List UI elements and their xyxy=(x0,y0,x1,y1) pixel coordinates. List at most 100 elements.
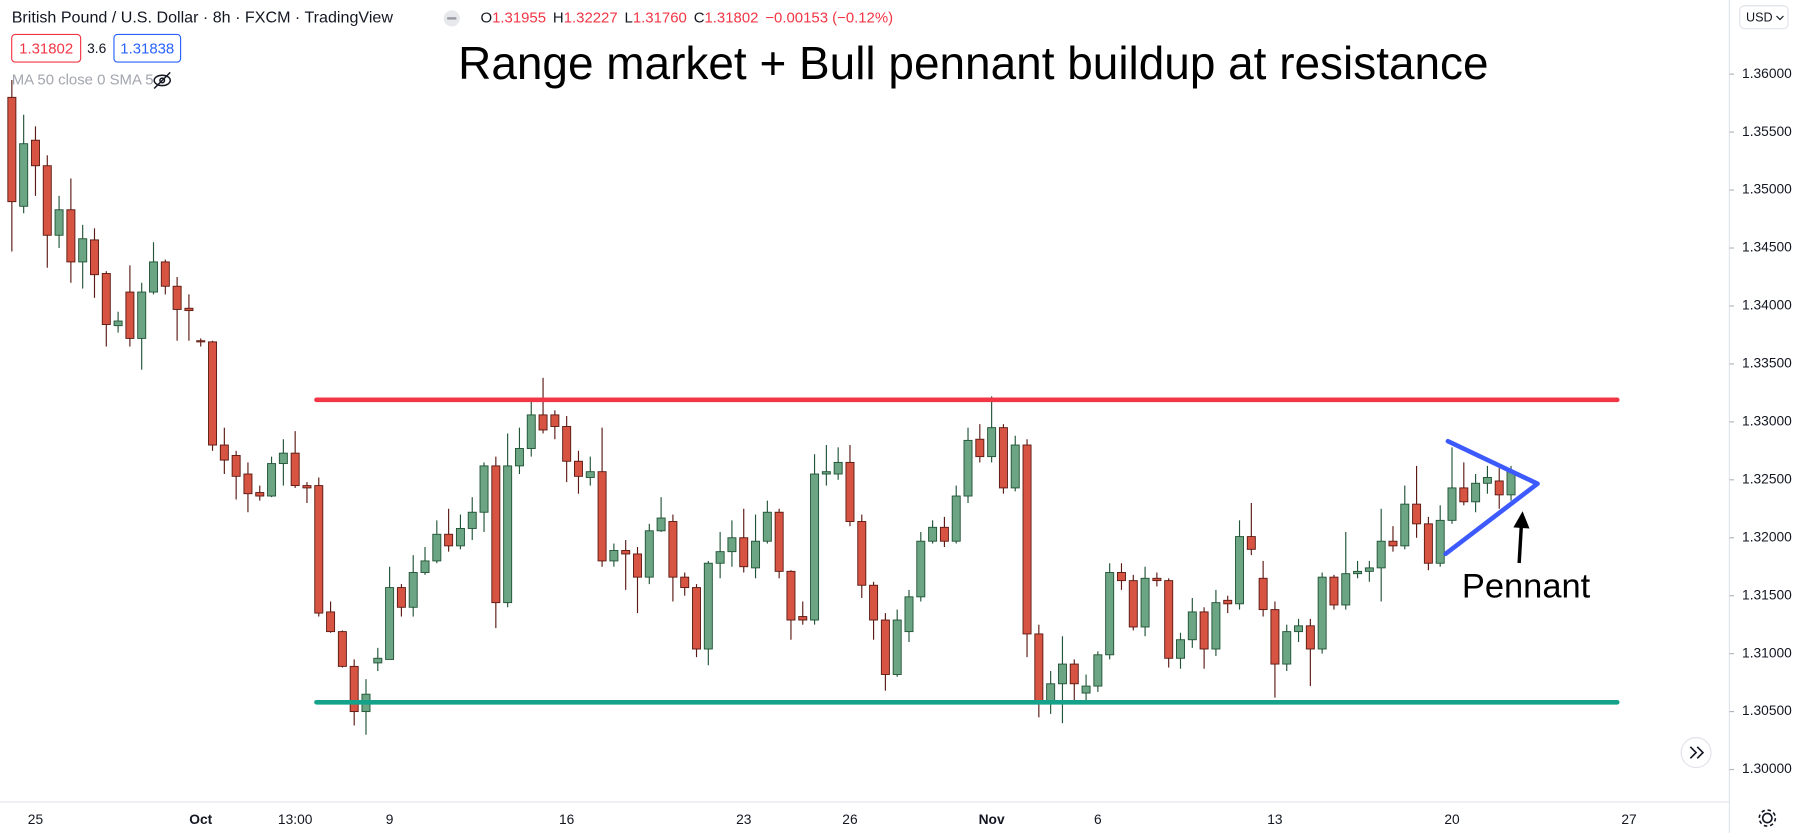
candle-body xyxy=(573,460,583,477)
candle-body xyxy=(644,530,654,578)
candle-body xyxy=(975,438,985,458)
symbol-header: British Pound / U.S. Dollar · 8h · FXCM … xyxy=(12,9,394,27)
y-tick-label: 1.33500 xyxy=(1742,356,1792,371)
candle-body xyxy=(1270,609,1280,665)
candle-body xyxy=(869,584,879,621)
ohlc-value: 1.31955 xyxy=(492,9,546,26)
x-tick-label: 9 xyxy=(386,812,394,827)
ohlc-key: L xyxy=(625,9,633,26)
y-tick-label: 1.32000 xyxy=(1742,529,1792,544)
candle-body xyxy=(455,528,465,547)
y-tick-label: 1.31000 xyxy=(1742,645,1792,660)
pennant-label: Pennant xyxy=(1462,567,1591,605)
candle-body xyxy=(821,471,831,475)
candle-body xyxy=(385,587,395,660)
candle-body xyxy=(1364,567,1374,572)
candle-body xyxy=(1258,577,1268,611)
candle-body xyxy=(538,414,548,431)
candle-body xyxy=(998,427,1008,489)
candle-body xyxy=(1317,576,1327,650)
candle-body xyxy=(444,533,454,547)
candle-body xyxy=(491,465,501,604)
candle-body xyxy=(255,492,265,497)
candle-body xyxy=(845,461,855,522)
candle-body xyxy=(1223,599,1233,605)
ohlc-key: O xyxy=(480,9,492,26)
bid-box[interactable] xyxy=(11,33,82,63)
ohlc-value: 1.31760 xyxy=(633,9,687,26)
candle-body xyxy=(432,533,442,562)
currency-button[interactable] xyxy=(1739,5,1789,30)
candle-body xyxy=(526,414,536,449)
x-tick-label: Nov xyxy=(979,812,1005,827)
y-tick-label: 1.31500 xyxy=(1742,587,1792,602)
candle-body xyxy=(739,537,749,568)
status-dash xyxy=(447,17,457,20)
candle-body xyxy=(798,616,808,621)
candle-body xyxy=(633,553,642,578)
ohlc-legend: O1.31955 H1.32227 L1.31760 C1.31802 −0.00153… xyxy=(480,9,893,26)
candle-body xyxy=(1435,519,1445,564)
candle-body xyxy=(786,570,796,621)
candle-body xyxy=(1176,639,1185,659)
candle-body xyxy=(408,572,418,608)
candle-body xyxy=(963,439,973,497)
y-tick-label: 1.33000 xyxy=(1742,413,1792,428)
candle-body xyxy=(337,631,347,667)
candle-body xyxy=(302,485,312,489)
candle-body xyxy=(66,209,76,263)
x-tick-label: Oct xyxy=(189,812,212,827)
ohlc-value: 1.32227 xyxy=(564,9,618,26)
candle-body xyxy=(892,619,902,675)
candle-body xyxy=(78,238,88,263)
candle-body xyxy=(715,551,725,564)
candle-body xyxy=(1152,577,1162,582)
candle-body xyxy=(125,291,135,339)
candle-body xyxy=(219,444,229,461)
candle-body xyxy=(514,448,524,467)
candle-body xyxy=(762,511,772,542)
candle-body xyxy=(7,96,17,203)
candle-body xyxy=(609,550,619,562)
candle-body xyxy=(656,517,666,532)
candle-body xyxy=(597,471,607,562)
candle-body xyxy=(1034,633,1044,704)
x-tick-label: 13:00 xyxy=(278,812,313,827)
candle-body xyxy=(196,340,206,343)
hidden-icon[interactable] xyxy=(153,71,172,89)
candle-body xyxy=(550,414,560,427)
ohlc-key: H xyxy=(553,9,564,26)
y-tick-label: 1.36000 xyxy=(1742,66,1792,81)
settings-icon[interactable] xyxy=(1758,809,1777,827)
candle-body xyxy=(208,341,218,446)
scroll-button[interactable] xyxy=(1680,737,1712,769)
candle-body xyxy=(1235,536,1245,605)
candle-body xyxy=(278,452,288,465)
candle-body xyxy=(1482,477,1492,484)
candle-body xyxy=(90,239,99,276)
plot-area xyxy=(7,79,1620,735)
x-tick-label: 13 xyxy=(1267,812,1283,827)
candle-body xyxy=(420,560,430,573)
candle-body xyxy=(668,521,678,578)
ask-price: 1.31838 xyxy=(120,40,174,57)
candle-body xyxy=(1447,487,1457,521)
pennant xyxy=(1443,438,1540,557)
spread: 3.6 xyxy=(87,41,106,56)
candle-body xyxy=(1081,685,1091,694)
chart-title: Range market + Bull pennant buildup at r… xyxy=(458,37,1488,89)
ask-box[interactable] xyxy=(113,33,182,63)
candle-body xyxy=(396,587,406,608)
ohlc-value: 1.31802 xyxy=(705,9,759,26)
candle-body xyxy=(810,473,820,621)
candle-body xyxy=(1341,573,1351,606)
candle-body xyxy=(42,165,52,236)
candle-body xyxy=(562,426,572,462)
candle-body xyxy=(1187,611,1197,641)
candle-body xyxy=(160,261,170,287)
x-tick-label: 26 xyxy=(842,812,858,827)
candle-body xyxy=(833,461,843,475)
candle-body xyxy=(1423,523,1433,564)
candle-body xyxy=(1412,503,1422,525)
